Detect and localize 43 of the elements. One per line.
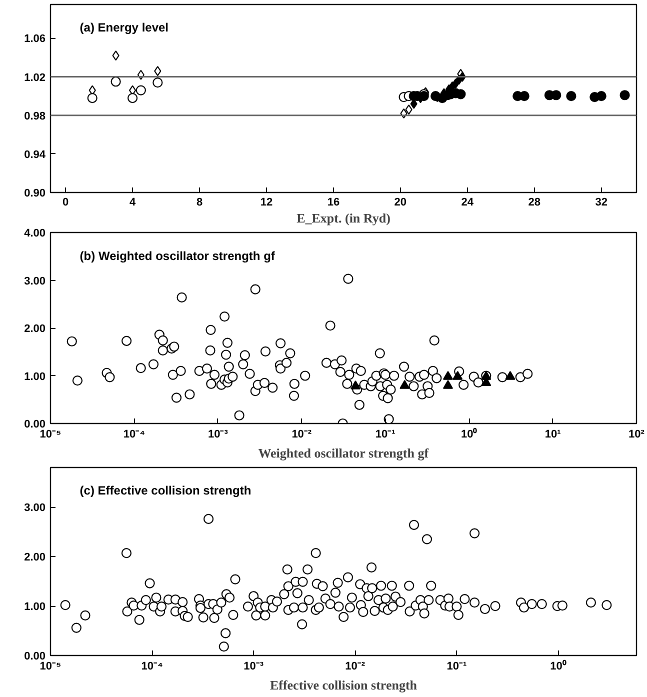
x-tick-label: 10⁰ [550, 660, 566, 672]
x-tick-label: 10¹ [544, 428, 562, 440]
x-tick-label: 10⁻⁴ [123, 428, 146, 440]
x-tick-label: 8 [196, 196, 203, 208]
x-tick-label: 32 [595, 196, 608, 208]
y-tick-label: 3.00 [24, 275, 46, 288]
y-tick-label: 3.00 [24, 502, 46, 514]
x-axis-title: Weighted oscillator strength gf [258, 446, 430, 460]
x-axis-title: E_Expt. (in Ryd) [296, 210, 390, 226]
x-tick-label: 10⁻² [292, 428, 312, 440]
y-tick-label: 0.94 [24, 148, 46, 161]
x-tick-label: 10⁻¹ [375, 428, 396, 440]
x-tick-label: 0 [62, 196, 69, 208]
y-tick-label: 0.00 [24, 418, 46, 430]
x-tick-label: 10⁰ [460, 428, 478, 440]
x-tick-label: 28 [528, 196, 540, 208]
y-tick-label: 1.02 [24, 72, 46, 84]
y-tick-label: 1.00 [24, 370, 46, 383]
x-tick-label: 24 [461, 196, 474, 208]
x-tick-label: 10² [628, 428, 645, 440]
x-tick-label: 10⁻⁵ [40, 660, 62, 672]
x-tick-label: 10⁻³ [208, 428, 228, 440]
x-tick-label: 4 [129, 196, 136, 208]
x-tick-label: 20 [394, 196, 407, 208]
text: (a) Energy level [80, 20, 169, 35]
y-tick-label: 0.00 [24, 650, 46, 662]
x-tick-label: 10⁻³ [244, 660, 264, 672]
x-tick-label: 10⁻⁴ [141, 660, 163, 672]
y-tick-label: 1.06 [24, 33, 46, 46]
y-tick-label: 2.00 [24, 552, 46, 564]
text: (b) Weighted oscillator strength gf [80, 249, 276, 264]
y-tick-label: 1.00 [24, 601, 46, 614]
text: (c) Effective collision strength [80, 484, 252, 498]
x-tick-label: 16 [327, 196, 340, 208]
y-tick-label: 0.98 [24, 110, 46, 122]
y-tick-label: 2.00 [24, 323, 46, 335]
x-axis-title: Effective collision strength [270, 678, 418, 692]
y-tick-label: 0.90 [24, 188, 46, 200]
x-tick-label: 10⁻² [345, 660, 366, 672]
x-tick-label: 10⁻⁵ [40, 428, 62, 440]
x-tick-label: 12 [260, 196, 273, 208]
x-tick-label: 10⁻¹ [446, 660, 467, 672]
y-tick-label: 4.00 [24, 228, 46, 240]
